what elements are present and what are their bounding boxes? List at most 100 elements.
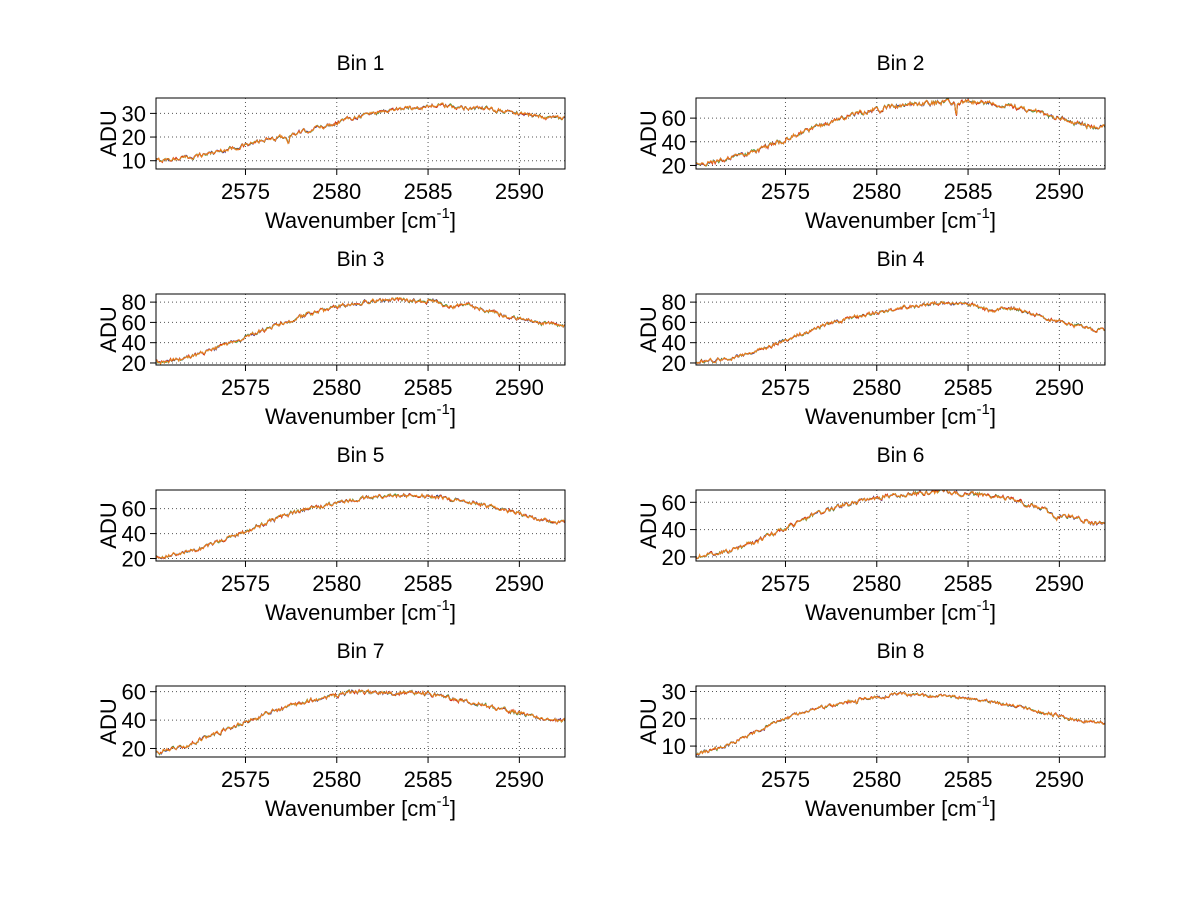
y-tick-label: 60 (122, 497, 146, 522)
y-axis-label: ADU (96, 698, 121, 744)
spectrum-trace-4 (696, 691, 1105, 755)
y-tick-label: 60 (662, 106, 686, 131)
y-tick-label: 40 (122, 708, 146, 733)
spectrum-trace-2 (156, 492, 565, 559)
y-tick-label: 40 (662, 130, 686, 155)
y-tick-label: 20 (662, 153, 686, 178)
y-axis-label: ADU (636, 502, 661, 548)
y-tick-label: 40 (122, 522, 146, 547)
spectrum-trace-2 (696, 691, 1105, 756)
subplot-bin-3: 2575 2580 2585 2590 20 40 60 80 Bin 3 ADU Wavenumb… (60, 224, 600, 429)
spectrum-trace-3 (696, 98, 1105, 167)
y-tick-label: 80 (122, 290, 146, 315)
subplot-title: Bin 5 (337, 444, 385, 467)
y-tick-label: 40 (122, 331, 146, 356)
spectrum-trace-2 (156, 689, 565, 756)
x-tick-label: 2580 (312, 179, 361, 204)
x-tick-label: 2580 (312, 767, 361, 792)
axes-box (695, 293, 1106, 366)
x-axis-label: Wavenumber [cm-1] (265, 597, 456, 625)
x-tick-label: 2590 (495, 767, 544, 792)
y-axis-label: ADU (636, 306, 661, 352)
x-tick-label: 2575 (221, 375, 270, 400)
y-tick-label: 20 (122, 125, 146, 150)
y-axis-label: ADU (96, 502, 121, 548)
subplot-title: Bin 2 (877, 52, 925, 75)
y-tick-label: 80 (662, 290, 686, 315)
axes-box (695, 489, 1106, 562)
x-tick-label: 2585 (944, 375, 993, 400)
y-tick-label: 20 (662, 707, 686, 732)
x-tick-label: 2575 (221, 571, 270, 596)
y-tick-label: 20 (662, 545, 686, 570)
x-tick-label: 2590 (495, 375, 544, 400)
spectrum-trace-1 (696, 300, 1105, 365)
x-tick-label: 2580 (312, 571, 361, 596)
x-tick-label: 2580 (852, 375, 901, 400)
spectrum-trace-3 (156, 688, 565, 755)
spectrum-trace-1 (696, 490, 1105, 559)
x-axis-label: Wavenumber [cm-1] (265, 401, 456, 429)
x-tick-label: 2585 (404, 179, 453, 204)
x-tick-label: 2580 (312, 375, 361, 400)
axes-box (155, 489, 566, 562)
x-tick-label: 2580 (852, 571, 901, 596)
y-axis-label: ADU (636, 110, 661, 156)
subplot-bin-2: 2575 2580 2585 2590 20 40 60 Bin 2 ADU Wavenumber… (600, 28, 1140, 233)
x-tick-label: 2585 (404, 571, 453, 596)
x-axis-label: Wavenumber [cm-1] (265, 793, 456, 821)
x-tick-label: 2575 (761, 571, 810, 596)
axes-box (695, 685, 1106, 758)
x-tick-label: 2575 (761, 375, 810, 400)
x-tick-label: 2585 (404, 375, 453, 400)
y-tick-label: 40 (662, 518, 686, 543)
spectrum-trace-3 (696, 490, 1105, 560)
x-axis-label: Wavenumber [cm-1] (265, 205, 456, 233)
y-tick-label: 60 (122, 310, 146, 335)
y-tick-label: 10 (662, 734, 686, 759)
x-tick-label: 2575 (221, 179, 270, 204)
subplot-title: Bin 8 (877, 640, 925, 663)
subplot-bin-1: 2575 2580 2585 2590 10 20 30 Bin 1 ADU Wavenumber… (60, 28, 600, 233)
y-tick-label: 20 (122, 547, 146, 572)
spectrum-trace-1 (156, 492, 565, 560)
y-tick-label: 20 (122, 736, 146, 761)
x-axis-label: Wavenumber [cm-1] (805, 597, 996, 625)
x-tick-label: 2585 (944, 767, 993, 792)
spectrum-trace-2 (696, 98, 1105, 167)
axes-box (155, 97, 566, 170)
spectrum-trace-4 (696, 98, 1105, 167)
axes-box (695, 97, 1106, 170)
y-tick-label: 60 (122, 680, 146, 705)
x-tick-label: 2575 (761, 179, 810, 204)
spectrum-trace-4 (156, 296, 565, 365)
y-tick-label: 60 (662, 490, 686, 515)
x-axis-label: Wavenumber [cm-1] (805, 793, 996, 821)
subplot-bin-5: 2575 2580 2585 2590 20 40 60 Bin 5 ADU Wavenumber… (60, 420, 600, 625)
y-axis-label: ADU (636, 698, 661, 744)
spectrum-trace-3 (696, 692, 1105, 756)
spectrum-trace-4 (156, 688, 565, 755)
plot-svg-bin-7: 2575 2580 2585 2590 20 40 60 Bin 7 ADU Wavenumber… (96, 640, 566, 821)
x-tick-label: 2575 (221, 767, 270, 792)
x-tick-label: 2590 (1035, 179, 1084, 204)
subplot-title: Bin 3 (337, 248, 385, 271)
x-tick-label: 2585 (944, 571, 993, 596)
subplot-bin-7: 2575 2580 2585 2590 20 40 60 Bin 7 ADU Wavenumber… (60, 616, 600, 821)
spectrum-trace-3 (156, 492, 565, 560)
y-tick-label: 30 (122, 101, 146, 126)
spectrum-trace-3 (156, 297, 565, 364)
spectrum-trace-4 (156, 102, 565, 163)
x-tick-label: 2585 (944, 179, 993, 204)
y-tick-label: 60 (662, 310, 686, 335)
axes-box (155, 293, 566, 366)
spectrum-trace-2 (156, 297, 565, 365)
x-axis-label: Wavenumber [cm-1] (805, 401, 996, 429)
x-axis-label: Wavenumber [cm-1] (805, 205, 996, 233)
